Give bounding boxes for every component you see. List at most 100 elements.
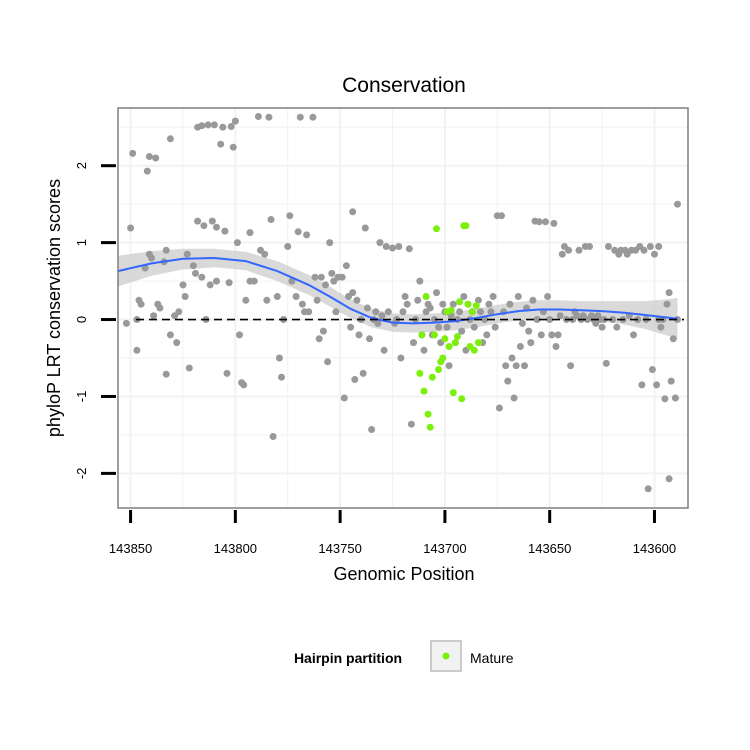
data-point bbox=[267, 216, 275, 223]
data-point bbox=[508, 354, 516, 362]
data-point bbox=[353, 296, 361, 304]
data-point bbox=[669, 335, 677, 343]
x-tick-label: 143850 bbox=[109, 541, 152, 556]
x-tick-label: 143700 bbox=[423, 541, 466, 556]
data-point bbox=[261, 250, 269, 258]
data-point bbox=[372, 308, 380, 316]
data-point bbox=[502, 362, 510, 370]
data-point bbox=[328, 269, 336, 277]
data-point bbox=[648, 366, 656, 373]
y-tick-label: 1 bbox=[74, 239, 89, 246]
data-point bbox=[127, 224, 135, 232]
data-point bbox=[296, 113, 304, 121]
data-point bbox=[498, 212, 505, 220]
data-point bbox=[674, 200, 681, 208]
data-point bbox=[665, 475, 673, 483]
data-point-mature bbox=[451, 339, 459, 347]
data-point bbox=[525, 327, 533, 335]
data-point bbox=[273, 293, 281, 300]
data-point bbox=[342, 262, 350, 270]
data-point-mature bbox=[441, 335, 449, 343]
data-point bbox=[456, 308, 464, 316]
data-point bbox=[173, 339, 181, 347]
data-point bbox=[546, 316, 554, 323]
legend-label-mature: Mature bbox=[470, 650, 514, 666]
data-point bbox=[210, 121, 218, 129]
data-point bbox=[470, 323, 478, 331]
x-tick-label: 143600 bbox=[633, 541, 676, 556]
x-tick-label: 143750 bbox=[318, 541, 361, 556]
data-point bbox=[275, 354, 283, 362]
data-point bbox=[644, 485, 652, 493]
data-point bbox=[449, 300, 457, 308]
data-point bbox=[349, 208, 357, 216]
data-point-mature bbox=[424, 410, 432, 418]
data-point bbox=[231, 117, 239, 125]
data-point-mature bbox=[468, 308, 476, 316]
data-point bbox=[217, 140, 225, 148]
y-tick-label: -1 bbox=[74, 391, 89, 403]
data-point bbox=[219, 123, 227, 131]
data-point-mature bbox=[445, 343, 453, 350]
data-point bbox=[198, 273, 206, 281]
data-point bbox=[166, 331, 174, 339]
data-point bbox=[495, 404, 503, 412]
data-point bbox=[405, 245, 413, 253]
data-point-mature bbox=[447, 306, 455, 314]
data-point bbox=[194, 217, 202, 225]
data-point bbox=[671, 394, 679, 402]
smooth-line-group bbox=[117, 256, 678, 325]
data-point bbox=[586, 243, 593, 250]
data-point bbox=[225, 279, 233, 287]
data-point bbox=[521, 362, 528, 370]
data-point bbox=[361, 224, 369, 232]
data-point bbox=[516, 343, 524, 350]
data-point bbox=[368, 426, 376, 433]
data-point bbox=[376, 239, 384, 247]
data-point-mature bbox=[426, 423, 434, 431]
data-point bbox=[420, 346, 428, 354]
data-point bbox=[303, 231, 311, 239]
data-point bbox=[263, 296, 271, 304]
data-point bbox=[183, 250, 191, 258]
data-point bbox=[554, 331, 562, 339]
data-point bbox=[213, 223, 220, 231]
data-point bbox=[653, 381, 661, 389]
data-point bbox=[598, 323, 606, 331]
data-point bbox=[435, 323, 443, 331]
data-point-mature bbox=[472, 302, 480, 310]
data-point bbox=[443, 323, 451, 331]
data-point bbox=[326, 239, 334, 247]
data-point bbox=[380, 346, 388, 354]
data-point bbox=[294, 228, 302, 236]
data-point-mature bbox=[422, 293, 430, 300]
data-point bbox=[236, 331, 243, 339]
data-point bbox=[286, 212, 294, 220]
x-tick-label: 143650 bbox=[528, 541, 571, 556]
data-point bbox=[565, 246, 573, 254]
data-point bbox=[322, 281, 329, 289]
y-tick-label: 0 bbox=[74, 316, 89, 323]
legend: Hairpin partition Mature bbox=[294, 640, 514, 672]
data-point-mature bbox=[439, 354, 447, 362]
data-point bbox=[309, 113, 317, 121]
data-point bbox=[122, 319, 130, 327]
data-point bbox=[506, 300, 514, 308]
data-point bbox=[298, 300, 306, 308]
data-point bbox=[575, 246, 583, 254]
data-point bbox=[292, 293, 300, 300]
data-point bbox=[567, 362, 575, 370]
data-point bbox=[254, 113, 262, 120]
data-point bbox=[489, 293, 497, 300]
data-point bbox=[491, 323, 499, 331]
data-point bbox=[311, 273, 319, 281]
data-point-mature bbox=[458, 395, 466, 403]
data-point bbox=[347, 323, 355, 331]
data-point bbox=[477, 308, 484, 316]
data-point bbox=[460, 293, 468, 300]
data-point bbox=[359, 369, 367, 377]
data-point bbox=[558, 250, 566, 258]
data-point bbox=[145, 153, 153, 160]
data-point bbox=[317, 273, 325, 281]
data-point bbox=[397, 354, 405, 362]
